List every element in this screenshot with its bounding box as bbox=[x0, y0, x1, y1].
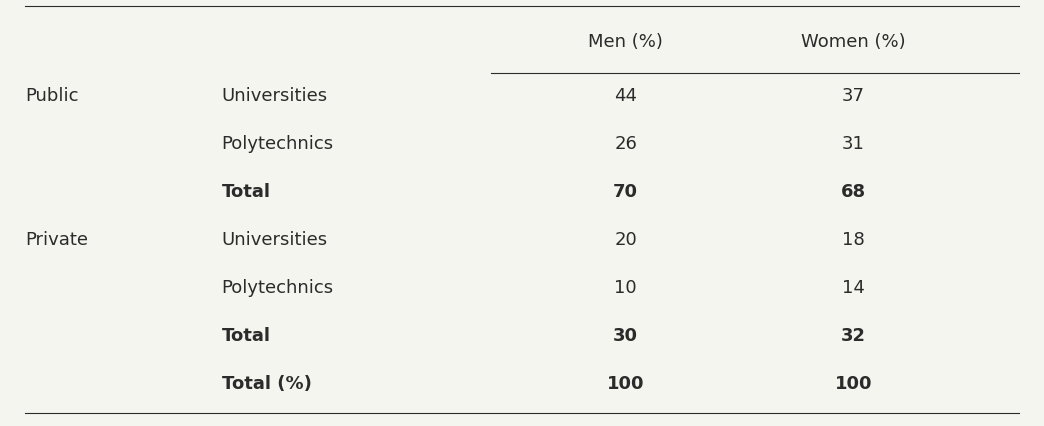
Text: 26: 26 bbox=[614, 135, 637, 153]
Text: 68: 68 bbox=[840, 183, 865, 201]
Text: Total: Total bbox=[221, 327, 270, 345]
Text: 37: 37 bbox=[841, 87, 864, 105]
Text: 30: 30 bbox=[613, 327, 638, 345]
Text: Total (%): Total (%) bbox=[221, 375, 311, 393]
Text: Universities: Universities bbox=[221, 87, 328, 105]
Text: 14: 14 bbox=[841, 279, 864, 297]
Text: Total: Total bbox=[221, 183, 270, 201]
Text: 70: 70 bbox=[613, 183, 638, 201]
Text: 32: 32 bbox=[840, 327, 865, 345]
Text: 44: 44 bbox=[614, 87, 637, 105]
Text: Polytechnics: Polytechnics bbox=[221, 135, 334, 153]
Text: Men (%): Men (%) bbox=[588, 33, 663, 51]
Text: Universities: Universities bbox=[221, 231, 328, 249]
Text: Polytechnics: Polytechnics bbox=[221, 279, 334, 297]
Text: 20: 20 bbox=[614, 231, 637, 249]
Text: 10: 10 bbox=[614, 279, 637, 297]
Text: 100: 100 bbox=[834, 375, 872, 393]
Text: 31: 31 bbox=[841, 135, 864, 153]
Text: 100: 100 bbox=[607, 375, 644, 393]
Text: Women (%): Women (%) bbox=[801, 33, 906, 51]
Text: Public: Public bbox=[25, 87, 78, 105]
Text: 18: 18 bbox=[843, 231, 864, 249]
Text: Private: Private bbox=[25, 231, 88, 249]
